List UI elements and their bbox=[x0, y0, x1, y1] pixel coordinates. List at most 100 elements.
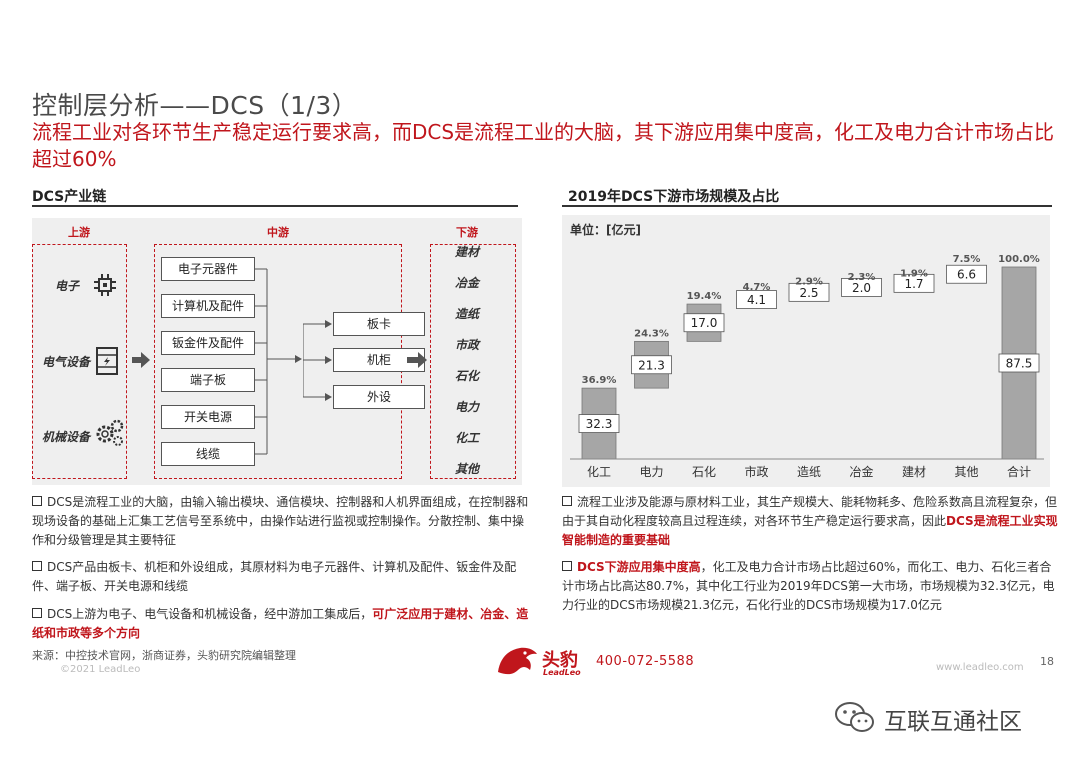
percent-label: 2.3% bbox=[848, 272, 876, 283]
value-label-box bbox=[893, 273, 935, 293]
product-box: 板卡 bbox=[333, 312, 425, 336]
material-box: 端子板 bbox=[161, 368, 255, 392]
percent-label: 24.3% bbox=[634, 328, 669, 339]
value-label-box bbox=[788, 282, 830, 302]
category-label: 建材 bbox=[902, 465, 926, 479]
downstream-item: 市政 bbox=[455, 338, 480, 352]
value-label: 17.0 bbox=[691, 316, 718, 330]
value-label: 2.0 bbox=[852, 281, 871, 295]
bullet-square-icon bbox=[562, 561, 572, 571]
downstream-item: 石化 bbox=[455, 369, 480, 383]
arrow-mid-to-down-icon bbox=[407, 352, 427, 368]
watermark-text: 互联互通社区 bbox=[884, 709, 1022, 735]
midstream-box: 电子元器件 计算机及配件 钣金件及配件 端子板 开关电源 线缆 bbox=[154, 244, 425, 479]
left-section-title: DCS产业链 bbox=[32, 189, 107, 205]
bullet-highlight: DCS下游应用集中度高 bbox=[577, 560, 701, 574]
value-label-box bbox=[683, 313, 725, 333]
left-section-divider bbox=[32, 205, 518, 207]
leadleo-logo-icon bbox=[498, 647, 537, 675]
downstream-item: 建材 bbox=[455, 245, 480, 259]
value-label-box bbox=[578, 414, 620, 433]
material-box: 电子元器件 bbox=[161, 257, 255, 281]
bullet-highlight: DCS是流程工业实现智能制造的重要基础 bbox=[562, 514, 1058, 547]
gears-icon bbox=[96, 419, 124, 446]
percent-label: 36.9% bbox=[582, 375, 617, 386]
value-label: 1.7 bbox=[904, 277, 923, 291]
category-label: 其他 bbox=[954, 465, 978, 479]
material-box: 线缆 bbox=[161, 442, 255, 466]
right-section-title: 2019年DCS下游市场规模及占比 bbox=[568, 189, 780, 205]
material-box: 计算机及配件 bbox=[161, 294, 255, 318]
downstream-item: 电力 bbox=[455, 400, 480, 414]
percent-label: 100.0% bbox=[998, 254, 1040, 265]
products-connector bbox=[303, 320, 332, 401]
bullet-square-icon bbox=[32, 608, 42, 618]
upstream-item-machinery: 机械设备 bbox=[42, 430, 91, 444]
bullet-text: DCS上游为电子、电气设备和机械设备，经中游加工集成后， bbox=[47, 607, 373, 621]
logo-text: 头豹 bbox=[542, 650, 578, 671]
bullet-text: DCS产品由板卡、机柜和外设组成，其原材料为电子元器件、计算机及配件、钣金件及配… bbox=[32, 560, 517, 593]
category-label: 石化 bbox=[692, 465, 716, 479]
value-label-box bbox=[631, 355, 672, 375]
chip-icon bbox=[94, 274, 116, 296]
value-label-box bbox=[736, 290, 777, 309]
value-label-box bbox=[998, 353, 1040, 373]
category-label: 化工 bbox=[587, 465, 611, 479]
page-number: 18 bbox=[1040, 655, 1054, 668]
downstream-item: 化工 bbox=[455, 431, 480, 445]
bullet-square-icon bbox=[32, 561, 42, 571]
bullet-highlight: 可广泛应用于建材、冶金、造纸和市政等多个方向 bbox=[32, 607, 529, 640]
value-label: 87.5 bbox=[1006, 357, 1033, 371]
percent-label: 1.9% bbox=[900, 268, 928, 279]
left-bullet-1: DCS是流程工业的大脑，由输入输出模块、通信模块、控制器和人机界面组成，在控制器… bbox=[32, 493, 532, 550]
material-box: 开关电源 bbox=[161, 405, 255, 429]
downstream-item: 冶金 bbox=[455, 276, 480, 290]
category-label: 市政 bbox=[744, 464, 768, 479]
electrical-cabinet-icon bbox=[96, 347, 118, 375]
bullet-square-icon bbox=[562, 496, 572, 506]
percent-label: 19.4% bbox=[687, 291, 722, 302]
upstream-item-electrical: 电气设备 bbox=[42, 355, 91, 369]
value-label-box bbox=[841, 278, 882, 297]
chart-panel: 单位：[亿元] 32.3 36.9% 化工 21.3 24.3% 电力 17.0 19.4% 石… bbox=[562, 215, 1050, 487]
wechat-icon bbox=[835, 702, 874, 732]
bullet-text: 流程工业涉及能源与原材料工业，其生产规模大、能耗物耗多、危险系数高且流程复杂，但… bbox=[562, 495, 1058, 528]
product-box: 外设 bbox=[333, 385, 425, 409]
value-label: 6.6 bbox=[957, 268, 976, 282]
phone-number: 400-072-5588 bbox=[596, 654, 695, 669]
category-label: 合计 bbox=[1007, 464, 1031, 479]
left-bullet-3: DCS上游为电子、电气设备和机械设备，经中游加工集成后，可广泛应用于建材、冶金、… bbox=[32, 605, 532, 643]
value-label: 32.3 bbox=[586, 417, 613, 431]
downstream-item: 其他 bbox=[455, 462, 480, 476]
downstream-label: 下游 bbox=[456, 226, 478, 239]
category-label: 造纸 bbox=[797, 465, 821, 479]
category-label: 电力 bbox=[639, 465, 663, 479]
upstream-box: 电子 电气设备 机械设备 bbox=[32, 244, 127, 479]
material-box: 钣金件及配件 bbox=[161, 331, 255, 355]
percent-label: 4.7% bbox=[743, 282, 771, 293]
value-label-box bbox=[946, 264, 987, 284]
midstream-label: 中游 bbox=[267, 226, 289, 239]
right-section-divider bbox=[562, 205, 1052, 207]
upstream-item-electronics: 电子 bbox=[55, 279, 80, 293]
downstream-box: 建材 冶金 造纸 市政 石化 电力 化工 其他 bbox=[430, 244, 516, 479]
unit-label: 单位：[亿元] bbox=[570, 223, 641, 237]
page-subtitle: 流程工业对各环节生产稳定运行要求高，而DCS是流程工业的大脑，其下游应用集中度高… bbox=[32, 120, 1055, 171]
category-label: 冶金 bbox=[849, 464, 873, 479]
arrow-up-to-mid-icon bbox=[132, 352, 150, 368]
value-label: 4.1 bbox=[747, 293, 766, 307]
copyright: ©2021 LeadLeo bbox=[60, 664, 141, 675]
page-title: 控制层分析——DCS（1/3） bbox=[32, 91, 358, 120]
waterfall-chart: 32.3 36.9% 化工 21.3 24.3% 电力 17.0 19.4% 石化 4.14.7%… bbox=[570, 254, 1044, 479]
bullet-text: ，化工及电力合计市场占比超过60%，而化工、电力、石化三者合计市场占比高达80.… bbox=[562, 560, 1055, 612]
website: www.leadleo.com bbox=[936, 662, 1024, 673]
materials-connector bbox=[255, 268, 302, 455]
left-bullet-2: DCS产品由板卡、机柜和外设组成，其原材料为电子元器件、计算机及配件、钣金件及配… bbox=[32, 558, 532, 596]
upstream-label: 上游 bbox=[68, 226, 90, 239]
downstream-item: 造纸 bbox=[455, 307, 480, 321]
logo-subtext: LeadLeo bbox=[543, 668, 581, 677]
bullet-text: DCS是流程工业的大脑，由输入输出模块、通信模块、控制器和人机界面组成，在控制器… bbox=[32, 495, 529, 547]
source-note: 来源：中控技术官网，浙商证券，头豹研究院编辑整理 bbox=[32, 649, 296, 662]
supply-chain-panel: 上游 电子 电气设备 机械设备 bbox=[32, 218, 522, 485]
percent-label: 2.9% bbox=[795, 277, 823, 288]
